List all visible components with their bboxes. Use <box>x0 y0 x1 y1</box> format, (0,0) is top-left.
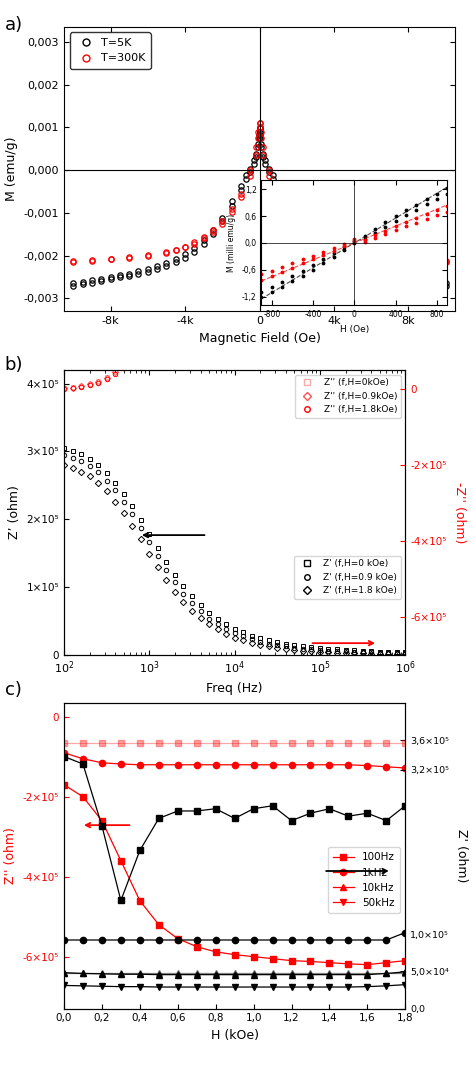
50kHz <box>346 981 351 994</box>
1kHz <box>213 759 219 771</box>
100Hz <box>289 954 294 967</box>
50kHz <box>175 981 181 994</box>
100Hz <box>99 814 105 827</box>
100Hz <box>213 945 219 958</box>
1kHz <box>308 759 313 771</box>
100Hz <box>61 778 67 791</box>
50kHz <box>308 981 313 994</box>
50kHz <box>402 979 408 991</box>
1kHz <box>156 759 162 771</box>
Line: 50kHz: 50kHz <box>61 982 409 990</box>
Y-axis label: -Z'' (ohm): -Z'' (ohm) <box>453 482 466 543</box>
100Hz <box>346 957 351 970</box>
1kHz <box>137 759 143 771</box>
50kHz <box>118 981 124 994</box>
1kHz <box>346 759 351 771</box>
50kHz <box>365 981 370 994</box>
100Hz <box>402 954 408 967</box>
50kHz <box>213 981 219 994</box>
1kHz <box>194 759 200 771</box>
100Hz <box>194 940 200 953</box>
10kHz <box>365 968 370 981</box>
50kHz <box>61 979 67 991</box>
50kHz <box>99 980 105 993</box>
10kHz <box>118 968 124 981</box>
10kHz <box>383 967 389 980</box>
50kHz <box>232 981 237 994</box>
10kHz <box>308 968 313 981</box>
Legend: Z' (f,H=0 kOe), Z' (f,H=0.9 kOe), Z' (f,H=1.8 kOe): Z' (f,H=0 kOe), Z' (f,H=0.9 kOe), Z' (f,… <box>294 556 401 599</box>
10kHz <box>402 966 408 979</box>
100Hz <box>327 956 332 969</box>
100Hz <box>80 791 86 804</box>
10kHz <box>346 968 351 981</box>
1kHz <box>175 759 181 771</box>
Text: b): b) <box>5 356 23 374</box>
50kHz <box>289 981 294 994</box>
100Hz <box>270 952 275 965</box>
Y-axis label: Z'' (ohm): Z'' (ohm) <box>4 827 17 884</box>
100Hz <box>308 955 313 968</box>
100Hz <box>118 854 124 867</box>
10kHz <box>232 968 237 981</box>
Y-axis label: Z' (ohm): Z' (ohm) <box>456 829 468 882</box>
10kHz <box>270 968 275 981</box>
10kHz <box>289 968 294 981</box>
Line: 100Hz: 100Hz <box>61 781 409 968</box>
Y-axis label: M (emu/g): M (emu/g) <box>5 136 18 202</box>
10kHz <box>80 967 86 980</box>
1kHz <box>327 759 332 771</box>
100Hz <box>383 956 389 969</box>
1kHz <box>99 756 105 769</box>
10kHz <box>61 966 67 979</box>
1kHz <box>402 762 408 775</box>
1kHz <box>80 752 86 765</box>
1kHz <box>383 761 389 774</box>
50kHz <box>80 980 86 993</box>
50kHz <box>270 981 275 994</box>
10kHz <box>99 968 105 981</box>
50kHz <box>251 981 256 994</box>
100Hz <box>251 951 256 964</box>
1kHz <box>61 747 67 760</box>
10kHz <box>213 968 219 981</box>
100Hz <box>232 949 237 961</box>
X-axis label: Freq (Hz): Freq (Hz) <box>206 681 263 694</box>
Text: c): c) <box>5 681 22 700</box>
1kHz <box>232 759 237 771</box>
10kHz <box>194 968 200 981</box>
10kHz <box>327 968 332 981</box>
Y-axis label: Z’ (ohm): Z’ (ohm) <box>8 485 21 540</box>
Text: a): a) <box>5 16 23 34</box>
100Hz <box>156 918 162 931</box>
50kHz <box>137 981 143 994</box>
1kHz <box>289 759 294 771</box>
100Hz <box>365 958 370 971</box>
50kHz <box>156 981 162 994</box>
X-axis label: Magnetic Field (Oe): Magnetic Field (Oe) <box>199 332 320 344</box>
Legend: 100Hz, 1kHz, 10kHz, 50kHz: 100Hz, 1kHz, 10kHz, 50kHz <box>328 848 400 913</box>
10kHz <box>175 968 181 981</box>
1kHz <box>270 759 275 771</box>
Line: 1kHz: 1kHz <box>61 750 409 771</box>
1kHz <box>365 759 370 771</box>
10kHz <box>137 968 143 981</box>
100Hz <box>175 932 181 945</box>
50kHz <box>194 981 200 994</box>
100Hz <box>137 894 143 907</box>
Line: 10kHz: 10kHz <box>61 969 409 978</box>
1kHz <box>118 758 124 770</box>
50kHz <box>327 981 332 994</box>
X-axis label: H (kOe): H (kOe) <box>210 1029 259 1042</box>
10kHz <box>156 968 162 981</box>
1kHz <box>251 759 256 771</box>
10kHz <box>251 968 256 981</box>
Legend: T=5K, T=300K: T=5K, T=300K <box>70 32 151 69</box>
50kHz <box>383 980 389 993</box>
